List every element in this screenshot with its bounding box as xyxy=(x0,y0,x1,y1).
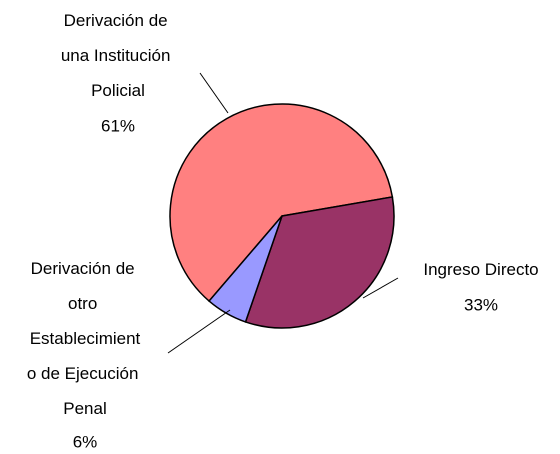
label-line: Policial xyxy=(91,81,145,100)
percent-label: 6% xyxy=(73,432,98,451)
slice-label: Ingreso Directo xyxy=(423,260,538,279)
slice-label: Derivación de otro Establecimient o de Ej… xyxy=(27,259,143,418)
label-line: Establecimient xyxy=(30,329,141,348)
slice-label: Derivación de una Institución Policial xyxy=(61,11,175,100)
label-line: Ingreso Directo xyxy=(423,260,538,279)
percent-label: 33% xyxy=(464,295,498,314)
label-line: una Institución xyxy=(61,46,175,65)
label-line: Penal xyxy=(63,399,106,418)
label-line: Derivación de xyxy=(64,11,173,30)
label-line: o de Ejecución xyxy=(27,364,143,383)
label-line: Derivación de xyxy=(31,259,140,278)
pie-slice xyxy=(208,215,283,323)
percent-label: 61% xyxy=(101,116,135,135)
leader-line xyxy=(167,309,231,354)
leader-line xyxy=(362,277,399,299)
pie-slice xyxy=(244,196,395,329)
leader-line xyxy=(199,72,229,114)
label-line: otro xyxy=(68,294,102,313)
pie-slice xyxy=(169,103,394,303)
